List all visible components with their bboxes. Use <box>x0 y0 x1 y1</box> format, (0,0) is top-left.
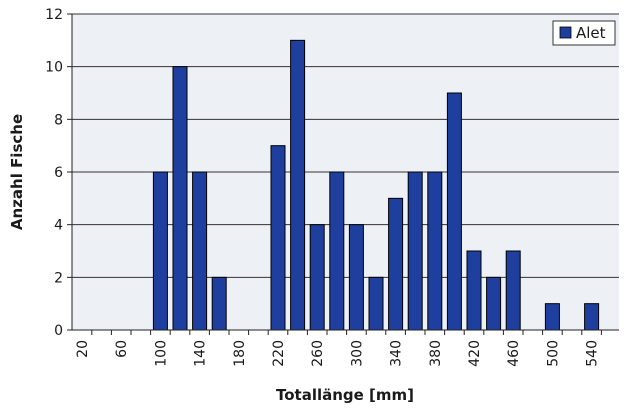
bar-140 <box>192 171 208 331</box>
x-tick-label-340: 340 <box>389 340 405 367</box>
x-tick-label-20: 20 <box>75 340 91 358</box>
bar-540 <box>584 303 600 331</box>
bar-240 <box>290 39 306 331</box>
legend-swatch <box>559 26 572 39</box>
x-tick-labels: 20 60 100 140 180 220 260 300 340 380 420 460 500 540 <box>75 330 602 367</box>
x-tick-label-140: 140 <box>193 340 209 367</box>
y-tick-label-10: 10 <box>45 60 63 76</box>
bar-360 <box>407 171 423 331</box>
bar-120 <box>172 66 188 331</box>
x-tick-label-260: 260 <box>310 340 326 367</box>
bar-280 <box>329 171 345 331</box>
legend: Alet <box>552 20 616 46</box>
x-tick-label-300: 300 <box>349 340 365 367</box>
bar-380 <box>427 171 443 331</box>
y-axis-title: Anzahl Fische <box>8 114 26 230</box>
x-tick-label-500: 500 <box>545 340 561 367</box>
bar-160 <box>211 276 227 331</box>
x-tick-label-380: 380 <box>428 340 444 367</box>
y-tick-labels: 0 2 4 6 8 10 12 <box>45 7 72 339</box>
bar-320 <box>368 276 384 331</box>
bar-300 <box>348 224 364 331</box>
bar-440 <box>486 276 502 331</box>
y-tick-label-6: 6 <box>54 165 63 181</box>
bar-500 <box>544 303 560 331</box>
y-tick-label-2: 2 <box>54 270 63 286</box>
x-tick-label-60: 60 <box>114 340 130 358</box>
x-tick-label-420: 420 <box>467 340 483 367</box>
bar-340 <box>388 197 404 331</box>
bar-420 <box>466 250 482 331</box>
y-tick-label-8: 8 <box>54 112 63 128</box>
x-tick-label-220: 220 <box>271 340 287 367</box>
x-tick-label-460: 460 <box>506 340 522 367</box>
bar-220 <box>270 145 286 331</box>
y-tick-label-4: 4 <box>54 218 63 234</box>
bar-260 <box>309 224 325 331</box>
x-tick-label-100: 100 <box>153 340 169 367</box>
bar-100 <box>152 171 168 331</box>
bar-460 <box>505 250 521 331</box>
y-tick-label-12: 12 <box>45 7 63 23</box>
x-tick-label-540: 540 <box>585 340 601 367</box>
bars <box>152 39 600 331</box>
bar-400 <box>446 92 462 331</box>
x-tick-label-180: 180 <box>232 340 248 367</box>
legend-label: Alet <box>576 24 606 42</box>
y-tick-label-0: 0 <box>54 323 63 339</box>
x-axis-title: Totallänge [mm] <box>276 386 414 404</box>
